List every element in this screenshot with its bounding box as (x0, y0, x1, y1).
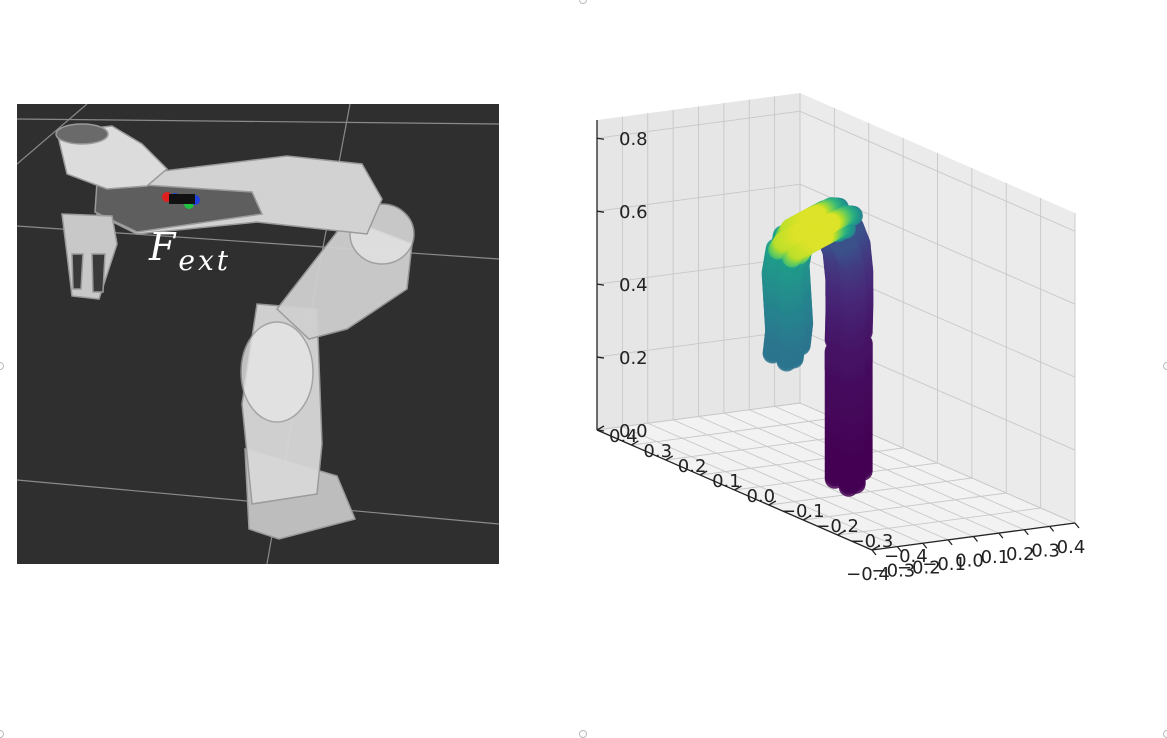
x-tick-label: −0.1 (922, 554, 966, 575)
resize-handle-top[interactable] (579, 0, 587, 4)
grid-line-y (631, 417, 835, 446)
y-tick-label: −0.3 (850, 531, 894, 552)
grid-line-z (596, 110, 801, 139)
scatter-point (806, 205, 827, 226)
y-tick-label: 0.0 (747, 486, 776, 507)
x-tick (998, 532, 1004, 539)
z-tick (596, 210, 605, 213)
grid-line-z (799, 110, 1076, 232)
scatter-point (806, 229, 827, 250)
x-tick-label: 0.3 (1031, 540, 1060, 561)
z-tick (596, 429, 605, 432)
y-tick (734, 485, 742, 491)
y-tick-label: 0.4 (609, 426, 638, 447)
z-tick-label: 0.4 (619, 275, 648, 296)
z-tick (596, 356, 605, 359)
y-tick (768, 500, 777, 506)
grid-line-y (837, 507, 1041, 536)
y-tick-label: −0.4 (884, 546, 928, 567)
grid-line-y (768, 477, 972, 506)
grid-line-z (596, 402, 801, 431)
x-tick (922, 542, 928, 549)
x-tick-label: 0.0 (955, 551, 984, 572)
z-tick-label: 0.2 (619, 348, 648, 369)
y-tick (631, 440, 639, 446)
x-tick-label: 0.1 (981, 547, 1010, 568)
resize-handle-right[interactable] (1163, 362, 1167, 370)
grid-line-y (803, 492, 1007, 521)
z-tick-label: 0.0 (619, 421, 648, 442)
x-tick (871, 549, 877, 556)
grid-line-z (596, 183, 801, 212)
x-tick-label: −0.3 (872, 561, 916, 582)
x-tick (896, 546, 902, 553)
resize-handle-left[interactable] (0, 362, 4, 370)
y-tick (596, 425, 605, 431)
y-tick (802, 515, 811, 521)
resize-handle-bottom-right[interactable] (1163, 730, 1167, 738)
x-tick (1023, 529, 1029, 536)
x-tick (1049, 525, 1055, 532)
robot-scene (17, 104, 499, 564)
x-tick (972, 536, 979, 542)
force-label-subscript: ext (178, 243, 231, 277)
z-tick-label: 0.6 (619, 202, 648, 223)
y-tick-label: 0.2 (678, 456, 707, 477)
y-tick-label: 0.1 (712, 471, 741, 492)
x-tick-label: 0.2 (1006, 544, 1035, 565)
robot-arm (55, 123, 415, 540)
x-tick (1074, 522, 1080, 529)
y-tick-label: −0.2 (815, 516, 859, 537)
force-label-symbol: F (149, 225, 176, 269)
force-marker (162, 192, 200, 209)
tick-labels: −0.4−0.3−0.2−0.10.00.10.20.30.4−0.4−0.3−… (609, 129, 1085, 585)
resize-handle-bottom[interactable] (579, 730, 587, 738)
x-tick-label: −0.2 (897, 557, 941, 578)
scatter-points (761, 197, 874, 497)
z-tick-label: 0.8 (619, 129, 648, 150)
y-tick (699, 470, 708, 476)
x-tick (947, 539, 953, 546)
resize-handle-bottom-left[interactable] (0, 730, 4, 738)
x-tick-label: −0.4 (846, 564, 890, 585)
y-tick-label: 0.3 (643, 441, 672, 462)
y-tick (665, 455, 674, 461)
x-tick-label: 0.4 (1057, 537, 1086, 558)
scatter-3d-chart: −0.4−0.3−0.2−0.10.00.10.20.30.4−0.4−0.3−… (596, 93, 1085, 585)
y-tick (837, 530, 845, 536)
axis-lines (596, 120, 1080, 556)
y-tick (871, 545, 880, 551)
y-tick-label: −0.1 (781, 501, 825, 522)
z-tick (596, 283, 605, 286)
z-tick (596, 137, 605, 140)
